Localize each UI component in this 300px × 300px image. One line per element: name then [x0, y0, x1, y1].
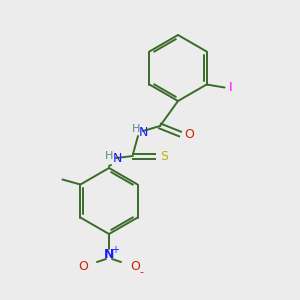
Text: N: N	[138, 125, 148, 139]
Text: N: N	[112, 152, 122, 166]
Text: -: -	[139, 267, 143, 277]
Text: H: H	[132, 124, 140, 134]
Text: O: O	[130, 260, 140, 274]
Text: O: O	[184, 128, 194, 140]
Text: S: S	[160, 149, 168, 163]
Text: I: I	[229, 81, 232, 94]
Text: H: H	[105, 151, 113, 161]
Text: N: N	[104, 248, 114, 260]
Text: +: +	[111, 245, 119, 255]
Text: O: O	[78, 260, 88, 274]
